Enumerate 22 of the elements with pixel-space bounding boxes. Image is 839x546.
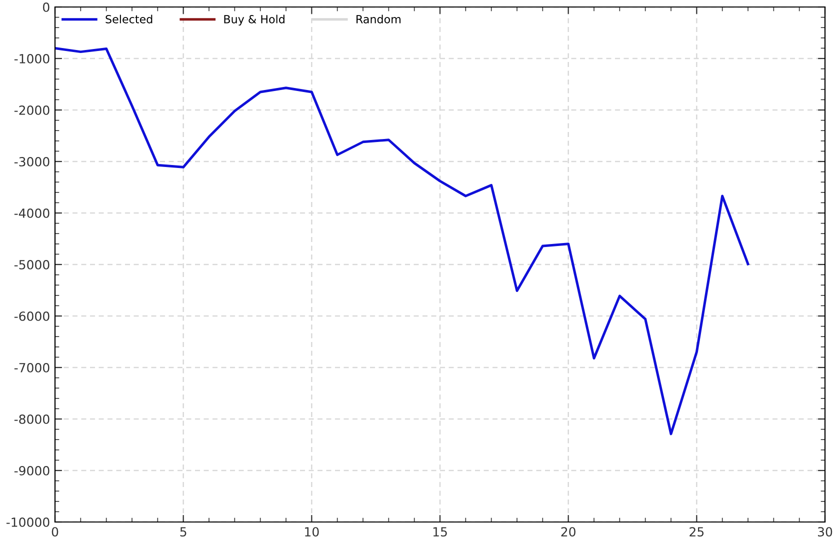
y-tick-label: -1000 [14,54,50,64]
x-tick-label: 25 [690,527,704,537]
x-tick-label: 15 [433,527,447,537]
y-tick-label: -6000 [14,311,50,321]
legend-label: Buy & Hold [224,14,284,26]
y-tick-label: -9000 [14,466,50,476]
x-tick-label: 30 [818,527,832,537]
y-tick-label: -7000 [14,362,50,372]
legend-label: Random [356,14,400,24]
y-tick-label: -8000 [14,414,50,424]
line-series [55,46,750,436]
y-tick-label: -2000 [14,105,50,115]
x-tick-label: 5 [180,527,186,537]
legend-label: Selected [106,14,152,24]
x-tick-label: 20 [561,527,576,537]
y-tick-label: -5000 [14,260,50,270]
y-tick-label: -10000 [6,517,50,527]
x-tick-label: 0 [52,527,58,537]
y-tick-label: -4000 [14,208,50,218]
y-tick-label: 0 [43,2,50,12]
x-tick-label: 10 [305,527,319,537]
y-tick-label: -3000 [14,156,50,166]
